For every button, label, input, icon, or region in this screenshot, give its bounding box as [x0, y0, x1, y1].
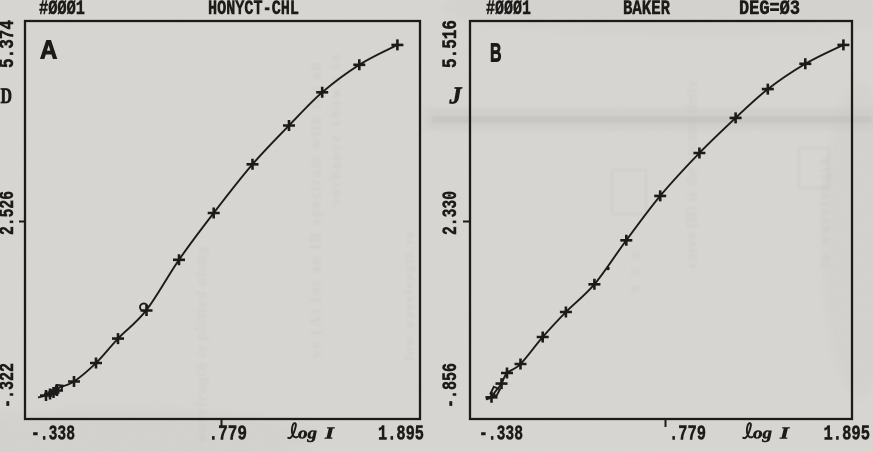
svg-text:980: 980: [628, 252, 643, 292]
svg-text:1.895: 1.895: [824, 424, 871, 447]
svg-text:A: A: [40, 35, 58, 65]
svg-text:-.338: -.338: [31, 424, 75, 447]
svg-text:DEG=Ø3: DEG=Ø3: [739, 0, 800, 21]
svg-text:#ØØØ1: #ØØØ1: [39, 0, 85, 21]
svg-text:low wavelength re: low wavelength re: [401, 232, 416, 360]
svg-text:og: og: [298, 424, 318, 443]
svg-text:wavelength is plotted along: wavelength is plotted along: [194, 247, 210, 443]
svg-text:-.338: -.338: [479, 424, 523, 447]
svg-text:B: B: [490, 38, 502, 68]
svg-text:5.516: 5.516: [440, 20, 463, 68]
svg-text:I: I: [779, 424, 791, 443]
svg-text:I: I: [324, 424, 336, 443]
svg-text:2.330: 2.330: [440, 191, 463, 235]
svg-text:to wavelength: to wavelength: [816, 158, 831, 269]
svg-text:BAKER: BAKER: [623, 0, 670, 21]
svg-text:-.322: -.322: [0, 363, 20, 408]
svg-text:1.895: 1.895: [378, 424, 424, 447]
svg-text:.779: .779: [209, 424, 248, 447]
svg-text:#ØØØ1: #ØØØ1: [486, 0, 531, 21]
svg-text:5.374: 5.374: [0, 20, 20, 68]
svg-text:og: og: [753, 424, 773, 443]
svg-text:D: D: [1, 83, 13, 108]
svg-text:2.526: 2.526: [0, 191, 20, 235]
svg-text:-.856: -.856: [440, 363, 463, 408]
svg-text:sorbance shown in: sorbance shown in: [329, 55, 344, 205]
svg-text:HONYCT-CHL: HONYCT-CHL: [208, 0, 299, 21]
svg-text:J: J: [449, 84, 463, 110]
svg-text:ve (A) for an IR spectrum with: ve (A) for an IR spectrum with the ab: [308, 63, 324, 358]
svg-text:.779: .779: [669, 424, 706, 447]
